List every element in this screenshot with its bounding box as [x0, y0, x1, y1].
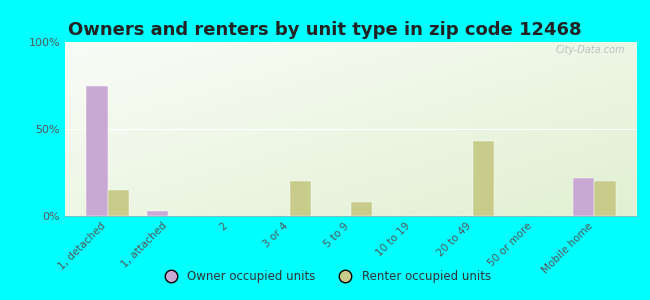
Bar [473, 141, 494, 216]
Legend: Owner occupied units, Renter occupied units: Owner occupied units, Renter occupied un… [154, 266, 496, 288]
Bar [290, 181, 311, 216]
Bar [86, 85, 108, 216]
Bar [108, 190, 129, 216]
Bar [594, 181, 616, 216]
Bar [573, 178, 594, 216]
Text: Owners and renters by unit type in zip code 12468: Owners and renters by unit type in zip c… [68, 21, 582, 39]
Text: City-Data.com: City-Data.com [556, 46, 625, 56]
Bar [147, 211, 168, 216]
Bar [351, 202, 372, 216]
